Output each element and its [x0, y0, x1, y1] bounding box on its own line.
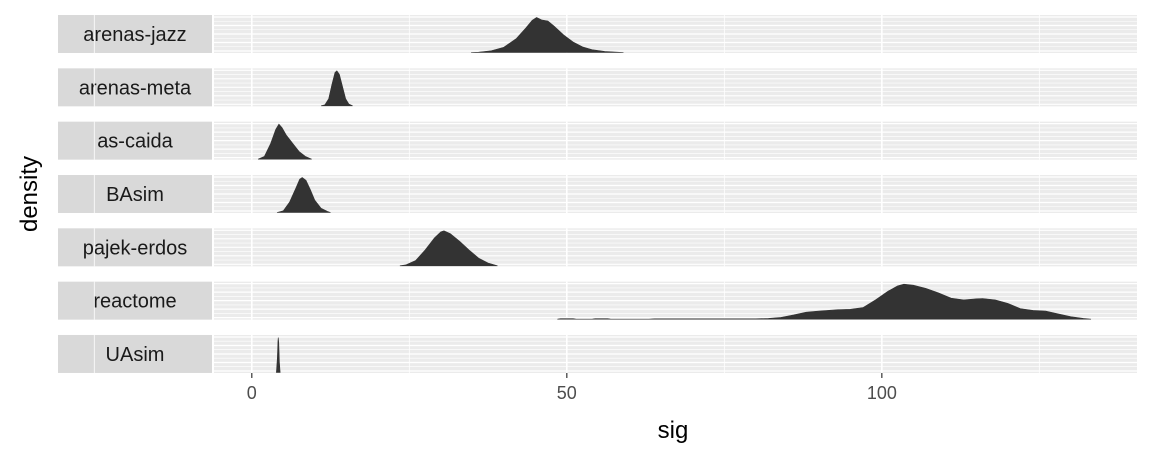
strip-background: [58, 15, 212, 53]
density-area: [276, 337, 281, 373]
strip-label: BAsim: [106, 184, 164, 206]
x-tick-label: 0: [247, 383, 257, 403]
x-axis-title: sig: [658, 417, 689, 444]
facet-basim: BAsim: [58, 174, 1137, 213]
strip-background: [58, 68, 212, 107]
strip-background: [58, 334, 212, 373]
facet-panels: arenas-jazz arenas-meta as-caida BAsim pajek…: [58, 15, 1137, 373]
facet-uasim: UAsim: [58, 334, 1137, 373]
strip-label: UAsim: [106, 344, 165, 366]
x-tick-label: 100: [867, 383, 897, 403]
x-axis: 0 50 100: [247, 372, 897, 403]
density-area: [276, 177, 331, 213]
facet-pajek-erdos: pajek-erdos: [58, 228, 1137, 267]
strip-background: [58, 281, 212, 320]
density-area: [557, 283, 1092, 320]
density-area: [321, 70, 353, 107]
density-area: [471, 17, 624, 53]
x-tick-label: 50: [557, 383, 577, 403]
facet-arenas-jazz: arenas-jazz: [58, 15, 1137, 53]
strip-background: [58, 121, 212, 160]
strip-background: [58, 174, 212, 213]
strip-label: reactome: [93, 291, 176, 313]
facet-arenas-meta: arenas-meta: [58, 68, 1137, 107]
strip-label: arenas-jazz: [83, 24, 186, 46]
strip-label: as-caida: [97, 131, 173, 153]
y-axis-title: density: [16, 156, 43, 232]
strip-background: [58, 228, 212, 267]
strip-label: arenas-meta: [79, 77, 192, 99]
facet-reactome: reactome: [58, 281, 1137, 320]
facet-as-caida: as-caida: [58, 121, 1137, 160]
density-area: [399, 230, 498, 267]
density-area: [257, 123, 312, 160]
strip-label: pajek-erdos: [83, 237, 188, 259]
